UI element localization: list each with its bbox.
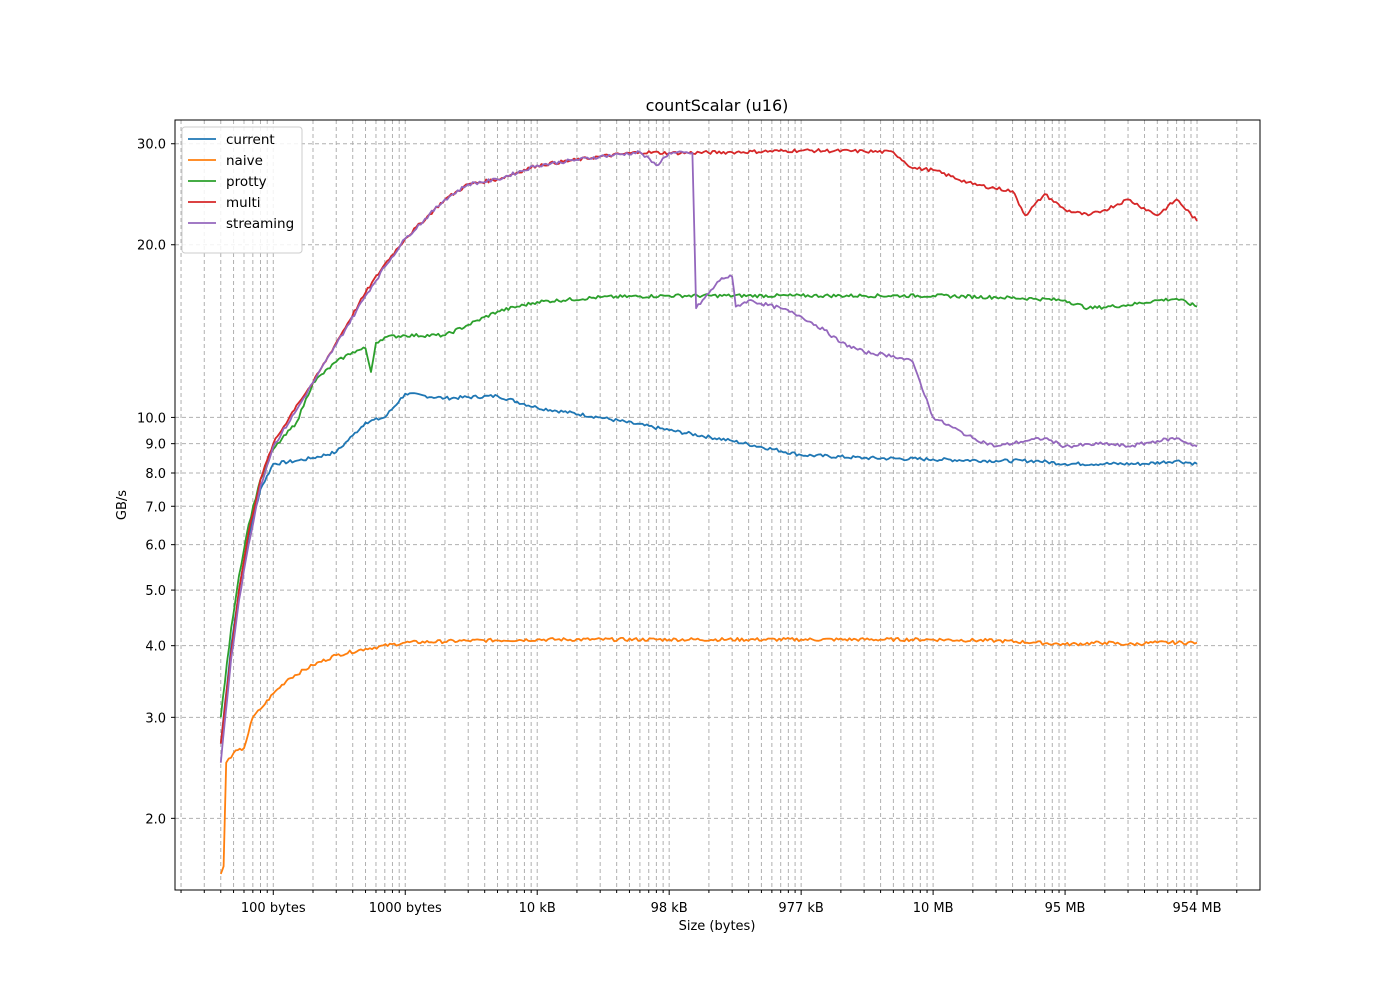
y-tick-label: 20.0 [137,239,166,254]
chart-title: countScalar (u16) [646,96,789,115]
series-line-naive [219,637,1198,875]
y-tick-label: 2.0 [145,812,166,827]
y-tick-label: 7.0 [145,500,166,515]
series-line-multi [219,148,1198,744]
y-tick-label: 30.0 [137,138,166,153]
legend: current naive protty multi streaming [181,126,303,254]
x-tick-label: 100 bytes [241,901,306,916]
legend-label-protty: protty [226,174,267,190]
legend-label-multi: multi [226,195,261,211]
series-line-current [219,392,1198,744]
plot-frame [174,119,1261,891]
y-tick-label: 8.0 [145,467,166,482]
y-tick-label: 4.0 [145,640,166,655]
legend-box [181,126,303,254]
x-tick-label: 98 kB [651,901,688,916]
y-axis-label: GB/s [115,490,130,520]
x-tick-label: 1000 bytes [369,901,442,916]
legend-label-naive: naive [226,153,263,169]
series-layer [219,148,1198,875]
x-tick-label: 95 MB [1045,901,1086,916]
x-tick-label: 977 kB [778,901,823,916]
tick-layer: 2.0 3.0 4.0 5.0 6.0 7.0 8.0 9.0 10.0 20.0 30.0 100 … [137,138,1238,916]
series-line-streaming [219,150,1198,763]
y-tick-label: 5.0 [145,584,166,599]
x-axis-label: Size (bytes) [679,919,756,934]
y-tick-label: 9.0 [145,438,166,453]
x-tick-label: 10 MB [913,901,954,916]
x-tick-label: 954 MB [1172,901,1221,916]
legend-label-current: current [226,132,275,148]
series-line-protty [219,293,1198,718]
y-tick-label: 10.0 [137,411,166,426]
y-tick-label: 6.0 [145,539,166,554]
y-tick-label: 3.0 [145,711,166,726]
x-tick-label: 10 kB [519,901,556,916]
legend-label-streaming: streaming [226,216,294,232]
